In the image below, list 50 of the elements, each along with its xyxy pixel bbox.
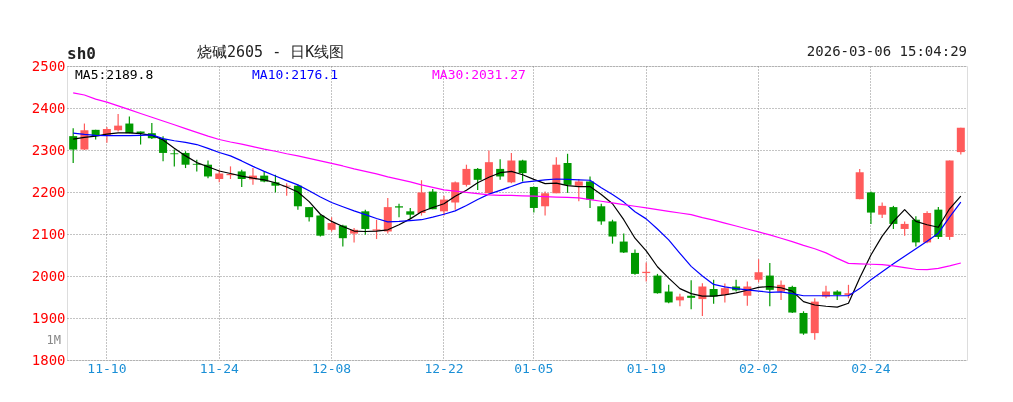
candlestick	[866, 190, 875, 225]
candlestick	[687, 279, 696, 310]
x-tick-label: 02-24	[851, 360, 891, 376]
candlestick	[597, 203, 606, 226]
x-tick-label: 02-02	[739, 360, 779, 376]
y-tick-label: 2500	[31, 57, 66, 74]
candlestick	[574, 178, 583, 202]
candlestick	[608, 219, 617, 245]
x-tick-label: 12-22	[424, 360, 464, 376]
candlestick	[653, 273, 662, 295]
text: MA10:2176.1	[252, 67, 339, 82]
candlestick	[765, 262, 774, 307]
candlestick	[316, 214, 325, 238]
candlestick	[911, 215, 920, 248]
x-tick-label: 01-19	[626, 360, 666, 376]
candlestick	[799, 310, 808, 336]
text: MA5:2189.8	[75, 67, 154, 82]
chart-title: 烧碱2605 - 日K线图	[197, 43, 345, 61]
y-tick-label: 1900	[31, 309, 66, 326]
text: MA30:2031.27	[432, 67, 526, 82]
text: sh0	[67, 44, 96, 63]
x-tick-label: 11-10	[87, 360, 127, 376]
candlestick	[619, 232, 628, 254]
candlestick	[518, 159, 527, 183]
candlestick	[720, 282, 729, 304]
candlestick	[395, 203, 404, 218]
candlestick	[462, 164, 471, 188]
candlestick	[417, 179, 426, 217]
y-tick-label: 2400	[31, 99, 66, 116]
line-series	[72, 92, 962, 271]
candlestick	[529, 185, 538, 214]
candlestick	[361, 209, 370, 236]
y-tick-label: 2000	[31, 267, 66, 284]
text: 2026-03-06 15:04:29	[806, 43, 967, 59]
candlestick	[754, 258, 763, 283]
candlestick	[664, 284, 673, 304]
candlestick	[630, 248, 639, 276]
text: 1M	[46, 333, 61, 347]
y-tick-label: 1800	[31, 351, 66, 368]
candlestick	[507, 152, 516, 184]
y-tick-label: 2300	[31, 141, 66, 158]
candlestick	[69, 127, 78, 164]
x-tick-label: 11-24	[199, 360, 239, 376]
x-tick-label: 12-08	[312, 360, 352, 376]
y-tick-label: 2200	[31, 183, 66, 200]
candlestick	[563, 153, 572, 194]
candlestick	[541, 190, 550, 217]
x-tick-label: 01-05	[514, 360, 554, 376]
y-tick-label: 2100	[31, 225, 66, 242]
candlestick	[473, 167, 482, 191]
